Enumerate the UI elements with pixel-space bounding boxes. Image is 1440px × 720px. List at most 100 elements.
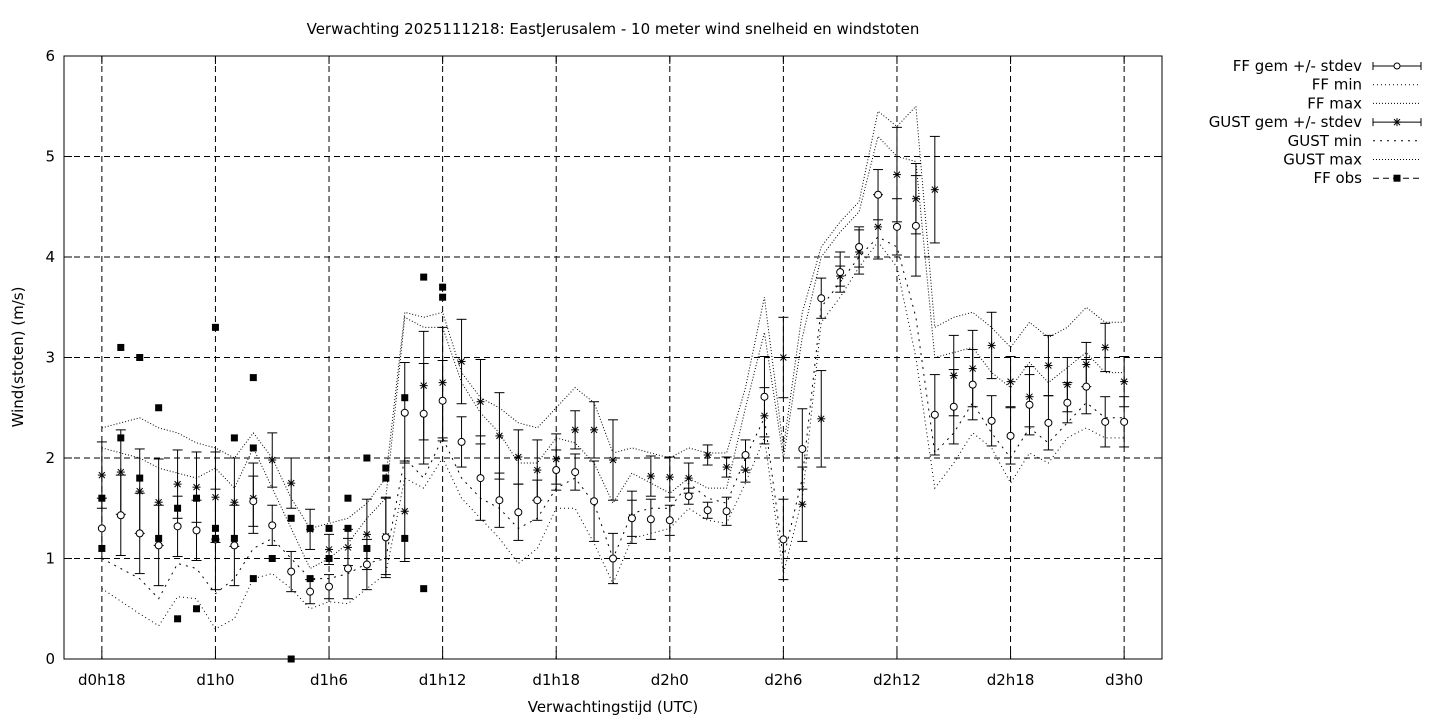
ff-point	[874, 190, 883, 199]
ff-point	[476, 474, 485, 483]
ff-point	[836, 268, 845, 277]
gust-point	[722, 463, 731, 472]
star-stroke	[477, 398, 484, 406]
gust-max-line	[101, 105, 1125, 529]
ff-point	[1101, 417, 1110, 426]
ff-point	[419, 409, 428, 418]
legend-label: FF gem +/- stdev	[1233, 57, 1362, 75]
gust-point	[287, 479, 296, 488]
gust-point	[987, 341, 996, 350]
gust-point	[609, 456, 617, 465]
ff-obs-point	[117, 434, 125, 442]
ff-point	[1025, 400, 1034, 409]
gust-point	[230, 498, 239, 507]
legend-label: FF max	[1307, 94, 1362, 112]
x-tick-label: d0h18	[78, 671, 126, 689]
ff-obs-point	[155, 404, 163, 412]
legend-sample-marker	[1393, 118, 1401, 127]
legend-item-gustmax: GUST max	[1283, 151, 1421, 169]
x-tick-label: d1h0	[196, 671, 234, 689]
star-stroke	[98, 471, 106, 479]
ff-point	[173, 522, 182, 531]
legend-sample-marker	[1393, 62, 1401, 70]
ff-obs-point	[306, 524, 314, 532]
x-tick-label: d1h12	[419, 671, 467, 689]
star-stroke	[666, 473, 674, 481]
gust-point	[703, 450, 712, 459]
legend-label: FF obs	[1313, 169, 1362, 187]
ff-point	[362, 560, 371, 569]
ff-obs-point	[174, 504, 182, 512]
star-stroke	[798, 500, 806, 508]
ff-point	[1120, 417, 1129, 426]
ff-point	[646, 515, 655, 524]
star-stroke	[268, 456, 276, 464]
gust-point	[533, 466, 542, 475]
ff-point	[741, 450, 750, 459]
ff-point	[1082, 382, 1091, 391]
ff-point	[116, 511, 125, 520]
gust-point	[268, 456, 277, 465]
ff-point	[627, 514, 636, 523]
star-stroke	[1007, 378, 1014, 385]
ff-point	[400, 408, 409, 417]
ff-obs-point	[363, 544, 371, 552]
gust-point	[817, 414, 826, 423]
ff-point	[968, 380, 977, 389]
legend-item-gustmin: GUST min	[1288, 132, 1421, 150]
ff-point	[722, 507, 731, 516]
gust-point	[1006, 377, 1015, 386]
star-stroke	[893, 171, 901, 178]
ff-obs-point	[401, 534, 409, 542]
ff-obs-point	[382, 474, 390, 482]
ff-point	[779, 535, 788, 544]
star-stroke	[533, 466, 541, 474]
gust-point	[495, 431, 504, 440]
gust-point	[665, 473, 674, 482]
ff-obs-point	[193, 605, 201, 613]
gust-point	[400, 507, 409, 516]
gust-point	[1044, 361, 1053, 370]
ff-point	[514, 508, 523, 517]
legend-label: FF min	[1312, 76, 1362, 94]
gust-point	[1101, 343, 1110, 352]
ff-obs-point	[98, 544, 106, 552]
x-tick-label: d3h0	[1105, 671, 1143, 689]
y-tick-label: 6	[45, 47, 55, 65]
ff-obs-point	[344, 524, 352, 532]
axis-ticks: 0 1 2 3 4 5 6 d0h18 d1h0 d1h6 d1h12 d1h18 d2h0 d2h6 d2…	[45, 47, 1162, 689]
ff-point	[1063, 398, 1072, 407]
x-tick-label: d1h18	[532, 671, 580, 689]
ff-point	[249, 497, 258, 506]
gust-point	[192, 483, 201, 492]
ff-obs-point	[117, 343, 125, 351]
star-stroke	[514, 453, 522, 461]
ff-point	[590, 497, 599, 506]
ff-point	[495, 496, 504, 505]
ff-point	[609, 554, 617, 563]
gust-point	[874, 222, 883, 231]
legend-sample-marker	[1393, 174, 1401, 182]
y-tick-label: 5	[45, 148, 55, 166]
star-stroke	[401, 507, 409, 515]
ff-point	[1044, 418, 1053, 427]
ff-point	[665, 516, 674, 525]
ff-obs-point	[249, 575, 257, 583]
ff-point	[192, 526, 201, 535]
ff-obs-point	[98, 494, 106, 502]
x-tick-label: d2h0	[651, 671, 689, 689]
star-stroke	[1045, 362, 1052, 369]
gust-point	[116, 468, 125, 477]
legend-item-ffmax: FF max	[1307, 94, 1421, 112]
ff-obs-point	[325, 555, 333, 562]
ff-point	[911, 221, 920, 230]
ff-obs-point	[211, 534, 219, 542]
y-tick-label: 0	[45, 650, 55, 668]
ff-obs-point	[211, 524, 219, 532]
star-stroke	[590, 426, 598, 434]
ff-obs-point	[230, 434, 238, 442]
ff-obs-point	[193, 494, 201, 502]
ff-obs-point	[420, 585, 428, 593]
gust-point	[1120, 377, 1129, 386]
